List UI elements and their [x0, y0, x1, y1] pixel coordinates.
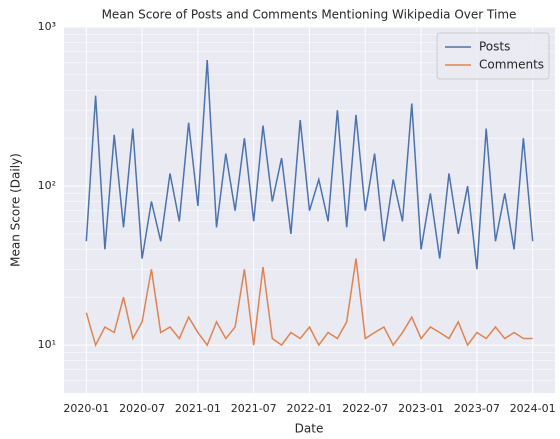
x-tick-label: 2023-07 [454, 402, 500, 415]
y-axis-label: Mean Score (Daily) [9, 153, 23, 267]
x-tick-label: 2024-01 [510, 402, 556, 415]
legend-label: Comments [479, 58, 544, 72]
x-tick-label: 2020-07 [119, 402, 165, 415]
x-tick-label: 2021-07 [231, 402, 277, 415]
y-tick-label: 10² [38, 179, 56, 192]
chart-title: Mean Score of Posts and Comments Mention… [102, 8, 517, 22]
y-tick-label: 10³ [38, 20, 56, 33]
x-tick-label: 2022-01 [287, 402, 333, 415]
legend: Posts Comments [436, 32, 550, 80]
x-axis-label: Date [295, 422, 324, 436]
x-tick-label: 2023-01 [398, 402, 444, 415]
x-tick-label: 2022-07 [342, 402, 388, 415]
x-tick-label: 2021-01 [175, 402, 221, 415]
line-series [85, 59, 534, 270]
legend-box [436, 32, 550, 80]
legend-label: Posts [479, 40, 510, 54]
y-tick-label: 10¹ [38, 338, 56, 351]
line-series [85, 258, 533, 348]
x-tick-label: 2020-01 [63, 402, 109, 415]
